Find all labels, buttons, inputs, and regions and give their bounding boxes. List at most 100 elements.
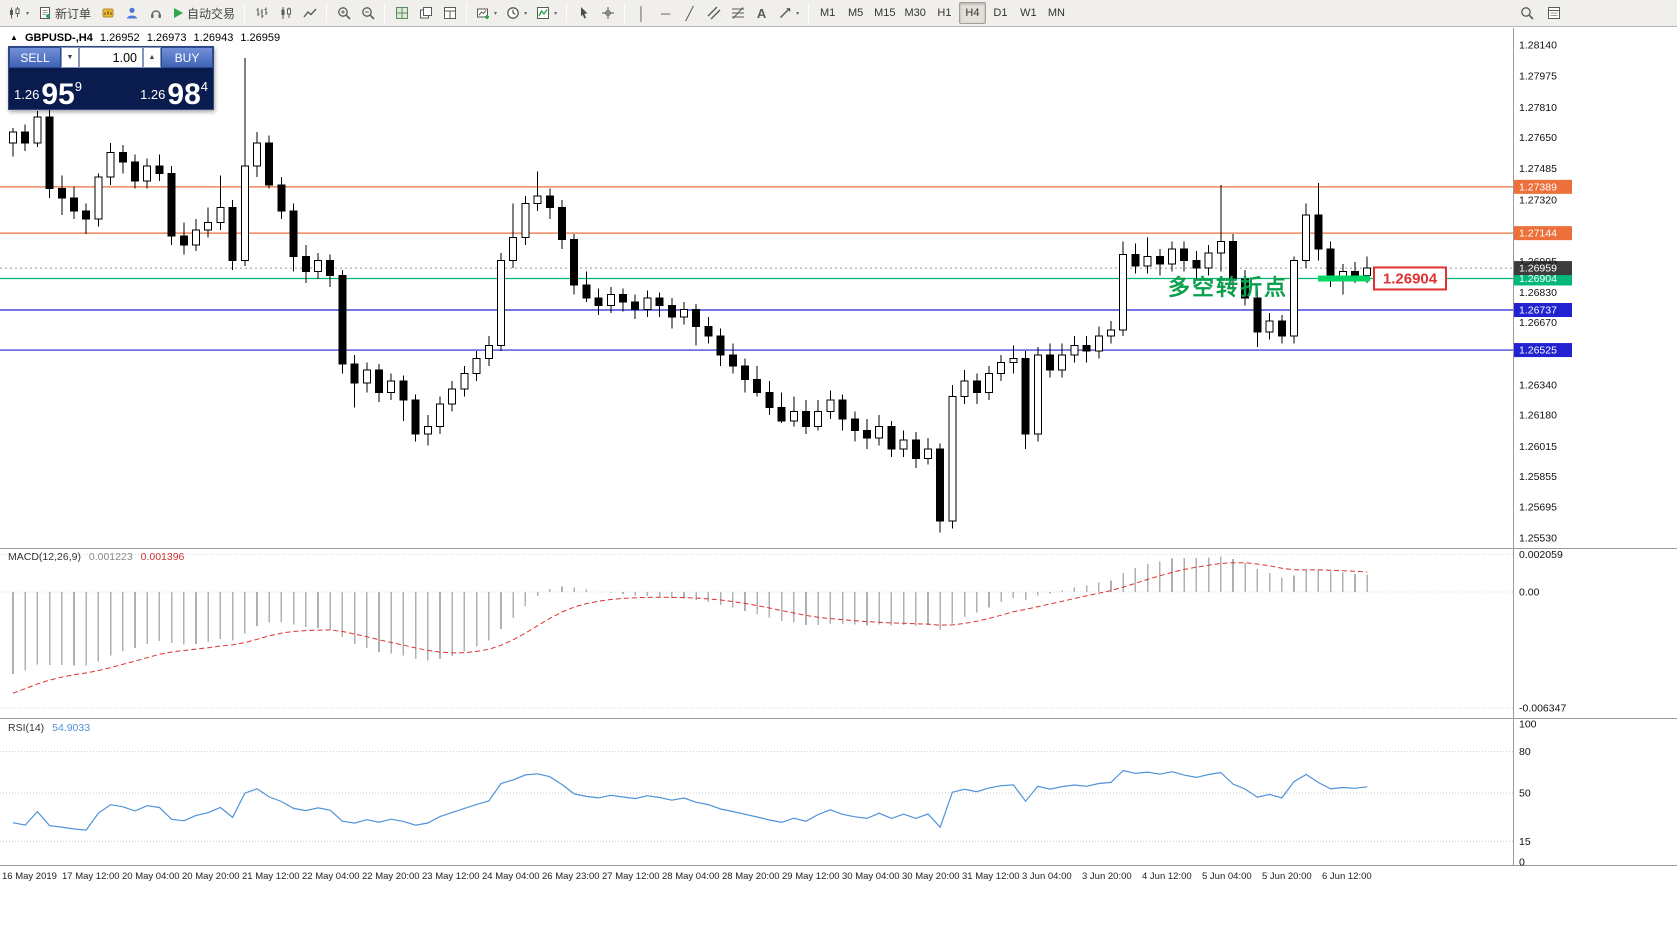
tf-m15-button[interactable]: M15 <box>874 7 896 19</box>
rsi-axis-label: 0 <box>1519 857 1525 869</box>
rsi-axis-label: 80 <box>1519 746 1531 758</box>
vertical-line-button[interactable]: │ <box>630 2 653 24</box>
dropdown-caret: ▾ <box>796 10 800 17</box>
new-chart-button[interactable]: ▾ <box>4 2 33 24</box>
axis-tag-1.26525 <box>1514 343 1572 358</box>
svg-text:30 May 04:00: 30 May 04:00 <box>842 871 900 882</box>
svg-text:1.28140: 1.28140 <box>1519 40 1557 52</box>
rsi-axis-label: 50 <box>1519 788 1531 800</box>
toolbar-separator <box>808 3 810 23</box>
svg-text:6 Jun 12:00: 6 Jun 12:00 <box>1322 871 1372 882</box>
rsi-value: 54.9033 <box>52 722 91 734</box>
tf-m30-button[interactable]: M30 <box>904 7 926 19</box>
macd-axis-label: -0.006347 <box>1519 702 1566 714</box>
order-type-dropdown[interactable]: ▼ <box>61 47 79 68</box>
periods-button[interactable]: ▾ <box>502 2 531 24</box>
text-icon: A <box>756 5 767 21</box>
axes-layer <box>0 28 1677 866</box>
profile-button[interactable] <box>120 2 143 24</box>
svg-text:1.26904: 1.26904 <box>1519 273 1557 285</box>
svg-text:1.26995: 1.26995 <box>1519 256 1557 268</box>
cascade-windows-button[interactable] <box>414 2 437 24</box>
fibonacci-icon <box>731 7 744 19</box>
main-chart-layer <box>0 58 1513 533</box>
fibonacci-button[interactable] <box>726 2 749 24</box>
tf-m1-button[interactable]: M1 <box>819 7 836 19</box>
horizontal-line-button[interactable]: ─ <box>654 2 677 24</box>
macd-signal-line <box>12 562 1368 694</box>
bar-chart-button[interactable] <box>250 2 273 24</box>
data-window-button[interactable] <box>1542 2 1565 24</box>
arrow-icon <box>780 8 791 18</box>
svg-text:1.27320: 1.27320 <box>1519 194 1557 206</box>
axis-tag-1.26737 <box>1514 303 1572 318</box>
autotrading-button[interactable]: 自动交易 <box>168 2 239 24</box>
zoom-in-icon <box>337 7 351 20</box>
chevron-up-icon: ▲ <box>148 54 156 61</box>
channel-button[interactable] <box>702 2 725 24</box>
data-window-icon <box>1547 7 1560 19</box>
tf-h4-button[interactable]: H4 <box>958 2 986 24</box>
price-tag-label[interactable] <box>1373 266 1447 291</box>
volume-input[interactable]: 1.00 <box>79 47 143 68</box>
indicators-button[interactable]: ▾ <box>532 2 561 24</box>
buy-price[interactable]: 1.26 98 4 <box>140 77 208 111</box>
zoom-out-button[interactable] <box>356 2 379 24</box>
line-chart-button[interactable] <box>298 2 321 24</box>
svg-text:1.27810: 1.27810 <box>1519 102 1557 114</box>
channel-icon <box>707 6 721 20</box>
search-button[interactable] <box>1515 2 1538 24</box>
svg-text:3 Jun 20:00: 3 Jun 20:00 <box>1082 871 1132 882</box>
new-order-button[interactable]: 新订单 <box>34 2 95 24</box>
trendline-button[interactable]: ╱ <box>678 2 701 24</box>
volume-stepper[interactable]: ▲ <box>143 47 161 68</box>
macd-axis-label: 0.00 <box>1519 587 1540 599</box>
cursor-button[interactable] <box>572 2 595 24</box>
svg-text:28 May 04:00: 28 May 04:00 <box>662 871 720 882</box>
crosshair-button[interactable] <box>596 2 619 24</box>
svg-text:21 May 12:00: 21 May 12:00 <box>242 871 300 882</box>
axis-tag-1.27144 <box>1514 226 1572 241</box>
svg-text:1.26959: 1.26959 <box>1519 263 1557 275</box>
buy-button[interactable]: BUY <box>161 47 213 68</box>
market-watch-button[interactable] <box>96 2 119 24</box>
crosshair-icon <box>601 7 614 19</box>
svg-text:1.25530: 1.25530 <box>1519 533 1557 545</box>
toolbar-separator <box>384 3 386 23</box>
arrows-button[interactable]: ▾ <box>774 2 803 24</box>
chart-annotation-text[interactable]: 多空转折点 <box>1168 275 1289 300</box>
tile-windows-button[interactable] <box>390 2 413 24</box>
news-button[interactable] <box>144 2 167 24</box>
candlestick-chart-button[interactable] <box>274 2 297 24</box>
arrange-windows-button[interactable] <box>438 2 461 24</box>
sell-button[interactable]: SELL <box>9 47 61 68</box>
svg-text:22 May 04:00: 22 May 04:00 <box>302 871 360 882</box>
one-click-trading-panel: SELL ▼ 1.00 ▲ BUY 1.26 95 9 1.26 98 4 <box>8 46 214 110</box>
chart-info: ▲ GBPUSD-,H4 1.26952 1.26973 1.26943 1.2… <box>10 32 284 44</box>
tf-d1-button[interactable]: D1 <box>993 7 1008 19</box>
text-button[interactable]: A <box>750 2 773 24</box>
new-chart-plus-button[interactable]: ▾ <box>472 2 501 24</box>
autotrading-play-icon <box>174 8 184 18</box>
svg-text:1.27975: 1.27975 <box>1519 71 1557 83</box>
tf-m5-button[interactable]: M5 <box>847 7 864 19</box>
autotrading-label: 自动交易 <box>187 6 236 21</box>
zoom-in-button[interactable] <box>332 2 355 24</box>
sell-price[interactable]: 1.26 95 9 <box>14 77 82 111</box>
tf-mn-button[interactable]: MN <box>1047 7 1065 19</box>
svg-text:1.27144: 1.27144 <box>1519 228 1557 240</box>
svg-text:29 May 12:00: 29 May 12:00 <box>782 871 840 882</box>
macd-value: 0.001223 <box>88 551 133 563</box>
chevron-down-icon: ▼ <box>66 54 74 61</box>
dropdown-caret: ▾ <box>494 10 498 17</box>
ohlc-close: 1.26959 <box>240 32 281 44</box>
tf-h1-button[interactable]: H1 <box>937 7 952 19</box>
svg-text:1.26737: 1.26737 <box>1519 305 1557 317</box>
profile-icon <box>126 7 137 19</box>
candlesticks-layer <box>9 58 1372 533</box>
tf-w1-button[interactable]: W1 <box>1020 7 1037 19</box>
macd-title: MACD(12,26,9) <box>8 551 81 563</box>
dropdown-caret: ▾ <box>524 10 528 17</box>
